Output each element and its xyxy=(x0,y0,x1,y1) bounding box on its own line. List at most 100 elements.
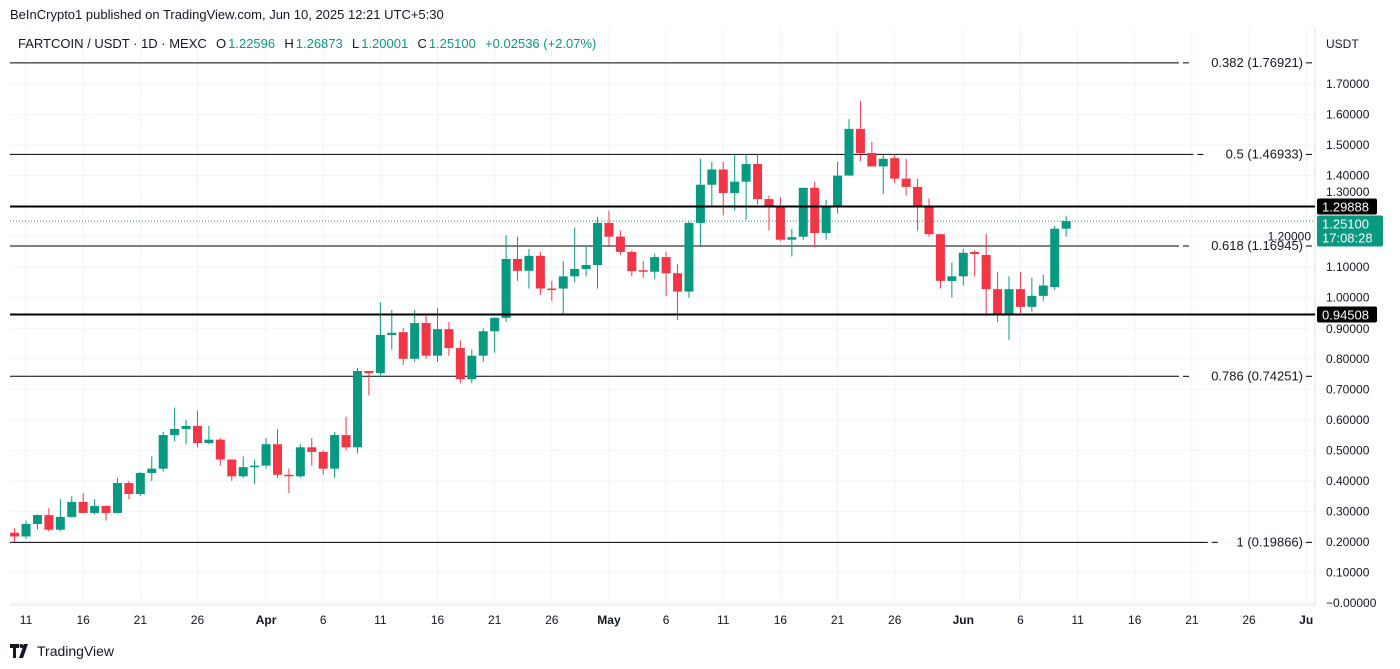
open-label: O xyxy=(216,36,227,51)
candle xyxy=(192,410,202,448)
price-tick-label: 1.60000 xyxy=(1326,108,1370,122)
candle-body xyxy=(524,255,534,271)
candle xyxy=(467,349,477,384)
candle-body xyxy=(535,255,545,289)
price-tick-label: 0.20000 xyxy=(1326,535,1370,549)
candle-body xyxy=(1038,285,1048,296)
candle xyxy=(684,221,694,298)
time-tick-label: May xyxy=(597,613,621,627)
candle-body xyxy=(627,251,637,272)
level-price-badge xyxy=(1317,198,1377,215)
candle-body xyxy=(375,334,385,374)
candle xyxy=(204,425,214,445)
candle xyxy=(558,261,568,315)
candle-body xyxy=(10,532,20,537)
candle-body xyxy=(695,184,705,223)
candle xyxy=(490,317,500,353)
price-tick-label: 1.00000 xyxy=(1326,291,1370,305)
high-label: H xyxy=(284,36,294,51)
candle xyxy=(695,158,705,246)
price-tick-label: 0.70000 xyxy=(1326,382,1370,396)
candle-body xyxy=(44,515,54,530)
candle xyxy=(547,280,557,301)
close-label: C xyxy=(417,36,427,51)
price-tick-label: 0.10000 xyxy=(1326,565,1370,579)
candle-body xyxy=(970,251,980,255)
candle xyxy=(330,432,340,478)
candle-body xyxy=(593,222,603,266)
candle xyxy=(513,236,523,281)
candle-body xyxy=(501,258,511,318)
candle xyxy=(798,187,808,240)
candle xyxy=(1015,271,1025,313)
time-tick-label: 6 xyxy=(320,613,327,627)
price-tick-label: 0.30000 xyxy=(1326,504,1370,518)
candle xyxy=(112,477,122,513)
last-price-label: 1.25100 xyxy=(1322,216,1369,231)
candle xyxy=(833,161,843,214)
price-tick-label: 1.70000 xyxy=(1326,77,1370,91)
candle xyxy=(935,233,945,289)
time-tick-label: 16 xyxy=(774,613,788,627)
candle xyxy=(1061,215,1071,237)
candle xyxy=(570,227,580,283)
candle-body xyxy=(981,254,991,290)
tradingview-logo[interactable]: TradingView xyxy=(10,643,114,659)
time-tick-label: 21 xyxy=(831,613,845,627)
candle-body xyxy=(878,158,888,167)
candle xyxy=(661,251,671,297)
candle xyxy=(10,528,20,542)
candle xyxy=(55,499,65,532)
candle xyxy=(67,496,77,518)
candle xyxy=(455,340,465,384)
level-price-label: 1.29888 xyxy=(1322,199,1369,214)
candle-body xyxy=(204,439,214,444)
candle-body xyxy=(112,483,122,513)
time-axis[interactable]: 11 16 21 26 Apr 6 11 16 21 26 May 6 11 16 21 26 Jun 6 11 16… xyxy=(20,613,1313,627)
price-axis-unit[interactable]: USDT xyxy=(1326,37,1359,51)
candle-body xyxy=(341,435,351,448)
time-tick-label: 26 xyxy=(1242,613,1256,627)
candle xyxy=(730,154,740,211)
candle-body xyxy=(364,370,374,374)
candle xyxy=(535,251,545,295)
candle xyxy=(958,248,968,286)
price-axis[interactable]: −0.00000 0.10000 0.20000 0.30000 0.40000 0.50… xyxy=(1268,77,1383,610)
candle-body xyxy=(227,459,237,477)
candle xyxy=(135,471,145,497)
candle-body xyxy=(490,317,500,332)
candle-body xyxy=(170,428,180,436)
price-tick-label: −0.00000 xyxy=(1326,596,1377,610)
candle-body xyxy=(718,169,728,193)
time-tick-label: 11 xyxy=(20,613,33,627)
candle-body xyxy=(741,163,751,182)
time-tick-label: 16 xyxy=(431,613,445,627)
candle-body xyxy=(387,332,397,335)
candle-body xyxy=(547,288,557,291)
candle xyxy=(318,450,328,475)
fib-level-label: 0.382 (1.76921) xyxy=(1211,55,1303,70)
candle xyxy=(250,459,260,484)
fib-level-label: 0.5 (1.46933) xyxy=(1226,146,1303,161)
candle-body xyxy=(661,257,671,274)
close-value: 1.25100 xyxy=(428,36,476,51)
candle-body xyxy=(467,355,477,380)
candle-body xyxy=(890,158,900,179)
candle xyxy=(353,367,362,454)
price-tick-label: 1.10000 xyxy=(1326,260,1370,274)
price-tick-label: 1.50000 xyxy=(1326,138,1370,152)
candle xyxy=(1038,274,1048,301)
candle-body xyxy=(32,515,42,524)
candle xyxy=(227,459,237,481)
candle-body xyxy=(67,501,77,517)
time-tick-label: Ju xyxy=(1299,613,1313,627)
candle-body xyxy=(684,222,694,292)
candle xyxy=(272,428,282,478)
price-tick-label: 0.40000 xyxy=(1326,474,1370,488)
candle xyxy=(901,158,911,196)
price-tick-label: 1.40000 xyxy=(1326,169,1370,183)
candle-body xyxy=(307,447,317,452)
candle xyxy=(650,253,660,280)
candle xyxy=(124,480,134,500)
